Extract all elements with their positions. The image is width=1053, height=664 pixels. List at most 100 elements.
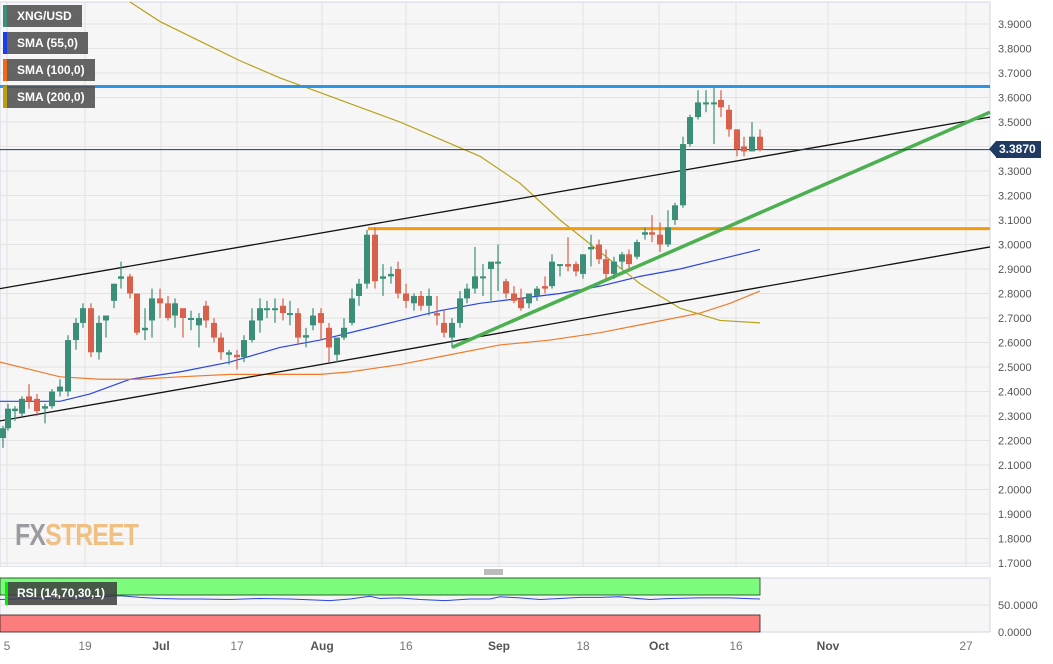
candle-body[interactable] bbox=[26, 396, 32, 402]
candle-body[interactable] bbox=[127, 276, 133, 294]
candle-body[interactable] bbox=[542, 286, 548, 289]
candle-body[interactable] bbox=[280, 305, 286, 314]
candle-body[interactable] bbox=[403, 293, 409, 301]
candle-body[interactable] bbox=[165, 303, 171, 318]
candle-body[interactable] bbox=[695, 102, 701, 118]
candle-body[interactable] bbox=[149, 298, 155, 321]
candle-body[interactable] bbox=[103, 315, 109, 321]
candle-body[interactable] bbox=[12, 408, 18, 412]
upper-channel-line[interactable] bbox=[0, 116, 991, 290]
candle-body[interactable] bbox=[464, 288, 470, 299]
candle-body[interactable] bbox=[88, 308, 94, 353]
candle-body[interactable] bbox=[480, 276, 486, 279]
candle-body[interactable] bbox=[619, 254, 625, 262]
candle-body[interactable] bbox=[749, 136, 755, 152]
candle-body[interactable] bbox=[180, 308, 186, 318]
candle-body[interactable] bbox=[226, 352, 232, 355]
candle-body[interactable] bbox=[364, 234, 370, 284]
candle-body[interactable] bbox=[649, 232, 655, 235]
candle-body[interactable] bbox=[665, 227, 671, 245]
candle-body[interactable] bbox=[411, 295, 417, 304]
candle-body[interactable] bbox=[234, 354, 240, 358]
candle-body[interactable] bbox=[657, 234, 663, 245]
legend-instrument[interactable]: XNG/USD bbox=[3, 5, 82, 27]
candle-body[interactable] bbox=[188, 318, 194, 320]
candle-body[interactable] bbox=[249, 320, 255, 341]
candle-body[interactable] bbox=[341, 327, 347, 338]
candle-body[interactable] bbox=[5, 408, 11, 429]
candle-body[interactable] bbox=[65, 340, 71, 392]
candle-body[interactable] bbox=[42, 406, 48, 409]
candle-body[interactable] bbox=[580, 254, 586, 274]
candle-body[interactable] bbox=[73, 322, 79, 341]
candle-body[interactable] bbox=[111, 283, 117, 301]
rsi-legend[interactable]: RSI (14,70,30,1) bbox=[5, 582, 118, 605]
candle-body[interactable] bbox=[172, 303, 178, 316]
candle-body[interactable] bbox=[356, 283, 362, 296]
candle-body[interactable] bbox=[672, 205, 678, 220]
candle-body[interactable] bbox=[718, 99, 724, 108]
candle-body[interactable] bbox=[372, 234, 378, 282]
candle-body[interactable] bbox=[488, 261, 494, 269]
candle-body[interactable] bbox=[588, 246, 594, 250]
candle-body[interactable] bbox=[134, 293, 140, 333]
candle-body[interactable] bbox=[434, 313, 440, 316]
candle-body[interactable] bbox=[457, 298, 463, 323]
legend-sma100[interactable]: SMA (100,0) bbox=[3, 59, 95, 81]
candle-body[interactable] bbox=[642, 232, 648, 235]
candle-body[interactable] bbox=[734, 129, 740, 149]
candle-body[interactable] bbox=[57, 386, 63, 392]
candle-body[interactable] bbox=[96, 322, 102, 353]
legend-sma55[interactable]: SMA (55,0) bbox=[3, 32, 88, 54]
candle-body[interactable] bbox=[726, 109, 732, 130]
candle-body[interactable] bbox=[380, 276, 386, 279]
candle-body[interactable] bbox=[218, 337, 224, 353]
candle-body[interactable] bbox=[503, 281, 509, 294]
candle-body[interactable] bbox=[49, 391, 55, 407]
candle-body[interactable] bbox=[518, 298, 524, 309]
candle-body[interactable] bbox=[703, 102, 709, 105]
candle-body[interactable] bbox=[157, 298, 163, 304]
candle-body[interactable] bbox=[441, 322, 447, 333]
candle-body[interactable] bbox=[549, 261, 555, 287]
candle-body[interactable] bbox=[526, 293, 532, 304]
candle-body[interactable] bbox=[565, 264, 571, 267]
candle-body[interactable] bbox=[449, 322, 455, 338]
candle-body[interactable] bbox=[757, 136, 763, 150]
candle-body[interactable] bbox=[395, 269, 401, 294]
candle-body[interactable] bbox=[0, 428, 6, 439]
candle-body[interactable] bbox=[687, 117, 693, 145]
candle-body[interactable] bbox=[557, 264, 563, 267]
candle-body[interactable] bbox=[388, 273, 394, 277]
candle-body[interactable] bbox=[334, 337, 340, 355]
candle-body[interactable] bbox=[264, 308, 270, 311]
candle-body[interactable] bbox=[142, 327, 148, 331]
green-trendline-line[interactable] bbox=[451, 110, 991, 350]
candle-body[interactable] bbox=[634, 242, 640, 257]
candle-body[interactable] bbox=[203, 305, 209, 321]
candle-body[interactable] bbox=[196, 318, 202, 326]
candle-body[interactable] bbox=[272, 308, 278, 311]
candle-body[interactable] bbox=[426, 295, 432, 306]
candle-body[interactable] bbox=[303, 335, 309, 338]
candle-body[interactable] bbox=[257, 308, 263, 321]
candle-body[interactable] bbox=[326, 327, 332, 348]
candle-body[interactable] bbox=[318, 313, 324, 323]
candle-body[interactable] bbox=[495, 261, 501, 264]
candle-body[interactable] bbox=[741, 146, 747, 152]
candle-body[interactable] bbox=[80, 308, 86, 323]
candle-body[interactable] bbox=[418, 295, 424, 306]
candle-body[interactable] bbox=[534, 288, 540, 296]
candle-body[interactable] bbox=[680, 144, 686, 206]
candle-body[interactable] bbox=[211, 322, 217, 338]
candle-body[interactable] bbox=[34, 398, 40, 412]
candle-body[interactable] bbox=[241, 340, 247, 358]
candle-body[interactable] bbox=[287, 313, 293, 316]
lower-channel-line[interactable] bbox=[0, 246, 991, 422]
legend-sma200[interactable]: SMA (200,0) bbox=[3, 86, 95, 108]
candle-body[interactable] bbox=[626, 254, 632, 265]
candle-body[interactable] bbox=[596, 244, 602, 260]
candle-body[interactable] bbox=[349, 298, 355, 323]
